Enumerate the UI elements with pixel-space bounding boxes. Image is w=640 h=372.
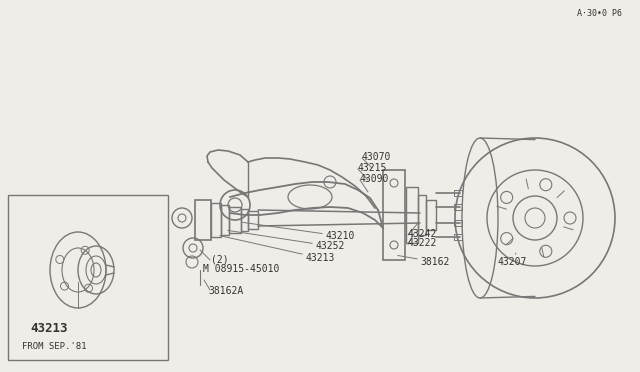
- Bar: [195, 200, 211, 240]
- Text: 43213: 43213: [30, 322, 67, 335]
- Text: 43222: 43222: [408, 238, 437, 248]
- Bar: [426, 200, 436, 230]
- Text: M 08915-45010: M 08915-45010: [203, 264, 280, 274]
- Text: 38162A: 38162A: [208, 286, 243, 296]
- Bar: [454, 204, 462, 210]
- Bar: [8, 195, 168, 360]
- Bar: [406, 187, 418, 243]
- Text: 38162: 38162: [397, 256, 449, 267]
- Bar: [241, 209, 248, 231]
- Text: FROM SEP.'81: FROM SEP.'81: [22, 342, 86, 351]
- Text: 43213: 43213: [220, 235, 334, 263]
- Text: 43070: 43070: [362, 152, 392, 162]
- Bar: [229, 207, 241, 233]
- Text: 43090: 43090: [360, 174, 389, 184]
- Text: 43242: 43242: [408, 229, 437, 239]
- Bar: [211, 203, 221, 237]
- Bar: [454, 220, 462, 226]
- Text: 43215: 43215: [358, 163, 387, 173]
- Bar: [383, 170, 405, 260]
- Text: A·30•0 P6: A·30•0 P6: [577, 9, 622, 18]
- Text: 43210: 43210: [243, 222, 355, 241]
- Text: 43252: 43252: [228, 230, 344, 251]
- Bar: [221, 205, 229, 235]
- Bar: [454, 190, 462, 196]
- Bar: [248, 211, 258, 229]
- Bar: [418, 195, 426, 235]
- Bar: [454, 234, 462, 240]
- Text: 43207: 43207: [497, 253, 526, 267]
- Text: (2): (2): [211, 255, 228, 265]
